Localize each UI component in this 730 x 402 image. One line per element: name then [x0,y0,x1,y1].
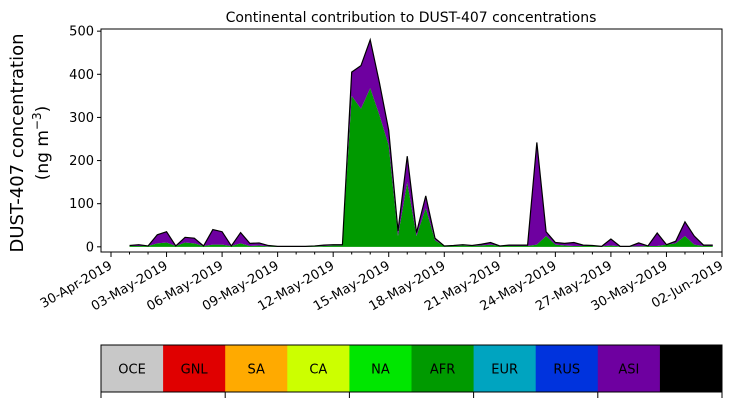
legend-label-asi: ASI [618,363,639,378]
legend-swatch-eur [473,345,537,392]
legend-swatch-afr [411,345,475,392]
legend-label-na: NA [371,363,390,378]
y-tick-label: 100 [69,197,94,212]
legend-swatch-asi [597,345,661,392]
legend-label-rus: RUS [553,363,580,378]
legend-label-afr: AFR [430,363,455,378]
x-axis: 30-Apr-201903-May-201906-May-201909-May-… [38,252,726,314]
y-tick-label: 200 [69,154,94,169]
legend-label-ca: CA [309,363,327,378]
legend-colorbar: OCE GNL SA CA NA AFR EUR RUS ASI AUS [100,344,723,398]
legend-frame [100,344,723,393]
y-tick-label: 0 [86,240,94,255]
legend-swatch-oce [101,345,164,392]
y-axis-label: DUST-407 concentration (ng m−3) [7,33,53,252]
area-series-group [129,37,713,248]
legend-label-gnl: GNL [181,363,209,378]
legend-label-aus: AUS [678,363,705,378]
legend-swatch-aus [659,345,723,392]
y-axis: 0 100 200 300 400 500 [69,25,101,255]
legend-label-oce: OCE [118,363,146,378]
y-tick-label: 300 [69,111,94,126]
y-axis-label-line2: (ng m−3) [30,106,53,181]
y-tick-label: 400 [69,68,94,83]
y-axis-label-line1: DUST-407 concentration [7,33,28,252]
area-afr [129,88,713,247]
legend-swatch-sa [225,345,288,392]
legend-label-sa: SA [248,363,265,378]
legend-label-eur: EUR [491,363,518,378]
legend-swatch-ca [287,345,350,392]
plot-frame [100,28,723,253]
legend-swatch-rus [535,345,599,392]
chart-title: Continental contribution to DUST-407 con… [226,10,597,26]
legend-swatch-na [349,345,412,392]
legend-swatch-gnl [163,345,226,392]
y-tick-label: 500 [69,25,94,40]
total-outline [129,37,713,248]
